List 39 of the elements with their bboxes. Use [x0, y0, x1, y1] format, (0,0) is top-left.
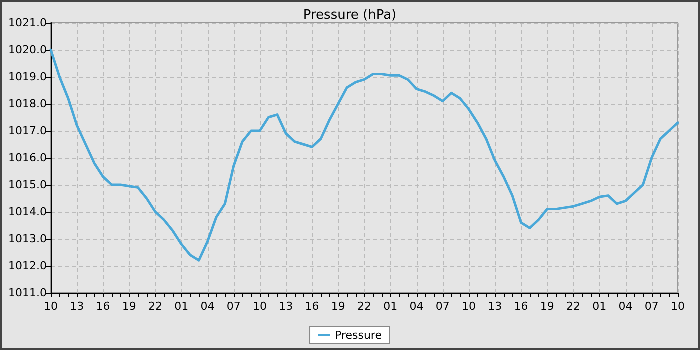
x-tick-label: 19 — [331, 300, 346, 313]
y-tick-label: 1017.0 — [8, 124, 47, 138]
x-tick-label: 07 — [644, 300, 659, 313]
y-tick-label: 1012.0 — [8, 260, 47, 272]
line-series — [50, 48, 680, 262]
x-tick-label: 04 — [410, 300, 424, 313]
x-tick-label: 13 — [279, 300, 294, 313]
y-tick-label: 1018.0 — [8, 98, 47, 110]
x-tick-label: 10 — [462, 300, 476, 313]
x-tick-label: 07 — [226, 300, 241, 313]
x-tick-label: 22 — [358, 300, 372, 313]
y-tick-label: 1015.0 — [8, 178, 47, 192]
x-tick-label: 16 — [305, 300, 320, 313]
x-tick-label: 07 — [436, 300, 450, 313]
x-tick-label: 10 — [253, 300, 267, 313]
x-tick-label: 01 — [592, 300, 607, 313]
legend-label: Pressure — [335, 329, 382, 342]
x-tick-label: 16 — [514, 300, 528, 313]
x-tick-label: 13 — [488, 300, 502, 313]
x-tick-label: 10 — [671, 300, 685, 313]
y-tick-label: 1013.0 — [8, 232, 47, 246]
x-tick-label: 04 — [200, 300, 215, 313]
x-tick-label: 22 — [566, 300, 580, 313]
x-tick-label: 04 — [618, 300, 633, 313]
x-tick-label: 01 — [174, 300, 189, 313]
x-tick-label: 10 — [44, 300, 58, 313]
x-tick-label: 16 — [96, 300, 110, 313]
y-tick-label: 1011.0 — [8, 286, 47, 300]
y-tick-label: 1016.0 — [8, 152, 47, 164]
y-tick-label: 1021.0 — [8, 16, 47, 30]
x-tick-label: 19 — [122, 300, 136, 313]
x-tick-label: 01 — [384, 300, 398, 313]
chart-title: Pressure (hPa) — [303, 8, 397, 23]
y-tick-label: 1019.0 — [8, 70, 47, 84]
y-tick-label: 1020.0 — [8, 44, 47, 56]
y-tick-label: 1014.0 — [8, 206, 47, 218]
x-tick-label: 13 — [70, 300, 84, 313]
x-tick-label: 22 — [148, 300, 162, 313]
x-tick-label: 19 — [540, 300, 554, 313]
